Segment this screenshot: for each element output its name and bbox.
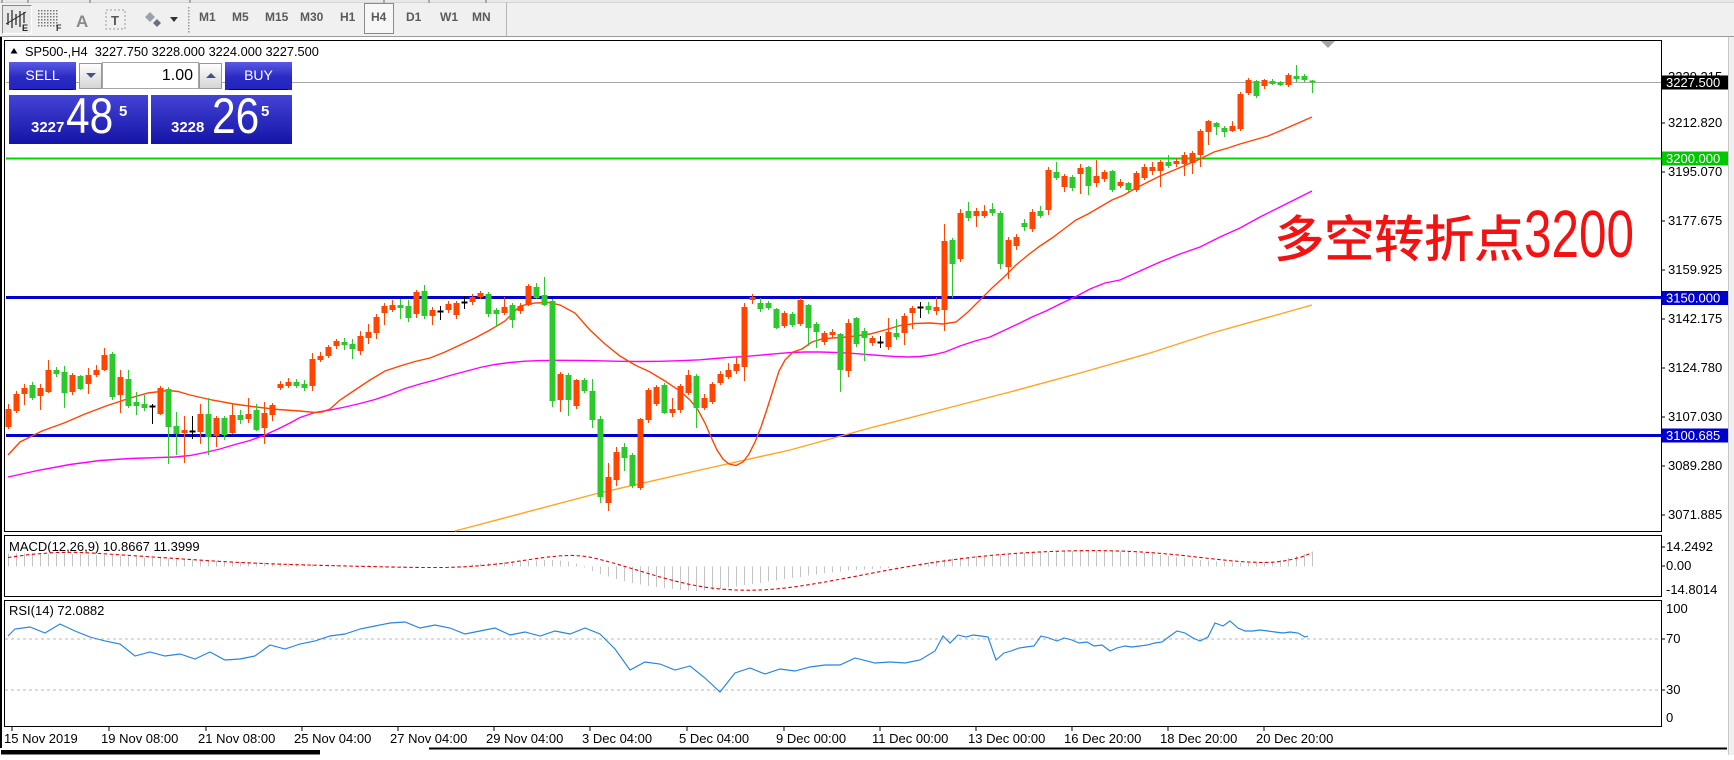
svg-text:MACD(12,26,9) 10.8667 11.3999: MACD(12,26,9) 10.8667 11.3999 — [9, 539, 200, 554]
svg-text:27 Nov 04:00: 27 Nov 04:00 — [390, 731, 467, 746]
svg-text:0: 0 — [1666, 710, 1673, 725]
svg-text:3071.885: 3071.885 — [1668, 507, 1722, 522]
svg-text:18 Dec 20:00: 18 Dec 20:00 — [1160, 731, 1237, 746]
svg-text:19 Nov 08:00: 19 Nov 08:00 — [101, 731, 178, 746]
svg-text:30: 30 — [1666, 682, 1680, 697]
svg-text:70: 70 — [1666, 631, 1680, 646]
svg-text:25 Nov 04:00: 25 Nov 04:00 — [294, 731, 371, 746]
svg-text:21 Nov 08:00: 21 Nov 08:00 — [198, 731, 275, 746]
svg-text:SP500-,H4 3227.750 3228.000 3: SP500-,H4 3227.750 3228.000 3224.000 322… — [25, 44, 319, 59]
svg-text:3159.925: 3159.925 — [1668, 262, 1722, 277]
svg-text:3100.685: 3100.685 — [1666, 428, 1720, 443]
svg-text:16 Dec 20:00: 16 Dec 20:00 — [1064, 731, 1141, 746]
svg-text:0.00: 0.00 — [1666, 558, 1691, 573]
svg-text:3150.000: 3150.000 — [1666, 291, 1720, 306]
svg-text:3142.175: 3142.175 — [1668, 311, 1722, 326]
svg-text:3200.000: 3200.000 — [1666, 151, 1720, 166]
svg-text:5 Dec 04:00: 5 Dec 04:00 — [679, 731, 749, 746]
svg-text:3089.280: 3089.280 — [1668, 458, 1722, 473]
svg-text:3195.070: 3195.070 — [1668, 164, 1722, 179]
svg-text:29 Nov 04:00: 29 Nov 04:00 — [486, 731, 563, 746]
svg-text:-14.8014: -14.8014 — [1666, 582, 1717, 597]
svg-text:14.2492: 14.2492 — [1666, 539, 1713, 554]
svg-text:3200: 3200 — [1524, 197, 1634, 272]
svg-text:3124.780: 3124.780 — [1668, 360, 1722, 375]
svg-text:3 Dec 04:00: 3 Dec 04:00 — [582, 731, 652, 746]
svg-text:15 Nov 2019: 15 Nov 2019 — [4, 731, 78, 746]
svg-text:9 Dec 00:00: 9 Dec 00:00 — [776, 731, 846, 746]
svg-text:RSI(14) 72.0882: RSI(14) 72.0882 — [9, 603, 104, 618]
svg-text:3177.675: 3177.675 — [1668, 213, 1722, 228]
svg-text:E: E — [22, 23, 28, 33]
svg-text:A: A — [76, 12, 88, 31]
svg-text:13 Dec 00:00: 13 Dec 00:00 — [968, 731, 1045, 746]
svg-text:T: T — [111, 13, 119, 28]
svg-text:F: F — [56, 23, 62, 33]
svg-text:11 Dec 00:00: 11 Dec 00:00 — [872, 731, 948, 746]
svg-text:100: 100 — [1666, 601, 1688, 616]
svg-text:3107.030: 3107.030 — [1668, 409, 1722, 424]
svg-text:20 Dec 20:00: 20 Dec 20:00 — [1256, 731, 1333, 746]
svg-text:3212.820: 3212.820 — [1668, 115, 1722, 130]
svg-text:3227.500: 3227.500 — [1666, 75, 1720, 90]
